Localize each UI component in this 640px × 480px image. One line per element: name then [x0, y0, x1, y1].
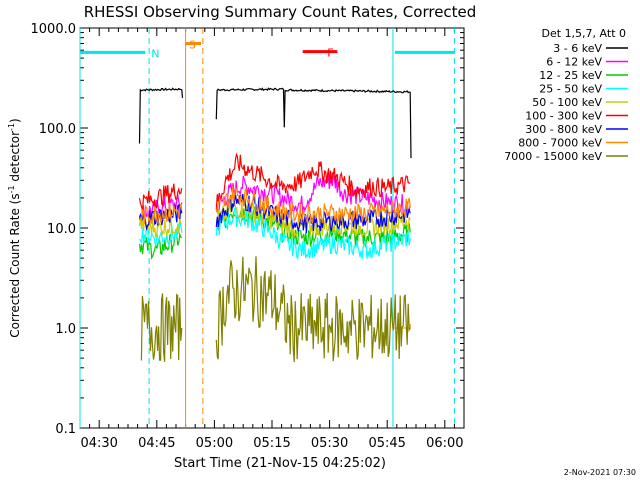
axis-ticks: 04:30 04:45 05:00 05:15 05:30 05:45 06:00 0.1 1.…	[31, 22, 465, 451]
series-segment	[138, 203, 183, 231]
footer-date: 2-Nov-2021 07:30	[564, 468, 636, 477]
flag-label: N	[151, 47, 159, 60]
legend-label: 3 - 6 keV	[553, 42, 602, 55]
x-tick-label: 05:15	[253, 436, 290, 451]
y-axis-label-sup2: -1	[7, 123, 16, 131]
series-segment	[215, 193, 411, 234]
legend-label: 800 - 7000 keV	[518, 137, 602, 150]
x-tick-label: 05:30	[311, 436, 348, 451]
x-tick-label: 05:00	[196, 436, 233, 451]
flag-label: S	[189, 38, 196, 51]
legend-label: 7000 - 15000 keV	[504, 150, 602, 163]
legend-label: 6 - 12 keV	[546, 56, 602, 69]
y-tick-label: 1000.0	[31, 22, 77, 37]
y-axis-label-end: )	[8, 118, 22, 123]
legend-header: Det 1,5,7, Att 0	[542, 27, 626, 40]
series-segment	[138, 87, 184, 144]
y-axis-label-group: Corrected Count Rate (s-1 detector-1)	[7, 118, 22, 337]
series-segment	[215, 152, 411, 210]
legend-label: 50 - 100 keV	[532, 96, 602, 109]
series-segment	[140, 293, 183, 362]
series-line	[139, 186, 411, 225]
series-segment	[139, 202, 183, 225]
legend-label: 300 - 800 keV	[525, 123, 602, 136]
legend-label: 12 - 25 keV	[539, 69, 602, 82]
x-tick-label: 04:30	[80, 436, 117, 451]
y-tick-label: 1.0	[55, 322, 76, 337]
legend-label: 100 - 300 keV	[525, 110, 602, 123]
y-axis-label-main: Corrected Count Rate (s	[8, 193, 22, 337]
series-segment	[215, 87, 412, 159]
y-tick-label: 10.0	[47, 222, 76, 237]
x-tick-label: 06:00	[426, 436, 463, 451]
flag-label: F	[327, 47, 333, 60]
series-line	[140, 256, 411, 363]
series-segment	[215, 186, 411, 224]
series-line	[138, 193, 411, 234]
series-line	[138, 87, 412, 159]
y-axis-label-sup1: -1	[7, 185, 16, 193]
y-tick-label: 100.0	[39, 122, 76, 137]
y-tick-label: 0.1	[55, 422, 76, 437]
x-tick-label: 04:45	[138, 436, 175, 451]
x-axis-label: Start Time (21-Nov-15 04:25:02)	[174, 456, 386, 471]
series-lines	[138, 87, 412, 363]
chart-title: RHESSI Observing Summary Count Rates, Co…	[84, 3, 477, 21]
y-axis-label-mid: detector	[8, 131, 22, 186]
legend-label: 25 - 50 keV	[539, 83, 602, 96]
flag-markers: NSF	[80, 38, 455, 60]
series-segment	[138, 183, 183, 212]
x-tick-label: 05:45	[368, 436, 405, 451]
series-line	[138, 152, 411, 212]
series-segment	[215, 256, 411, 363]
y-axis-label: Corrected Count Rate (s-1 detector-1)	[7, 118, 22, 337]
